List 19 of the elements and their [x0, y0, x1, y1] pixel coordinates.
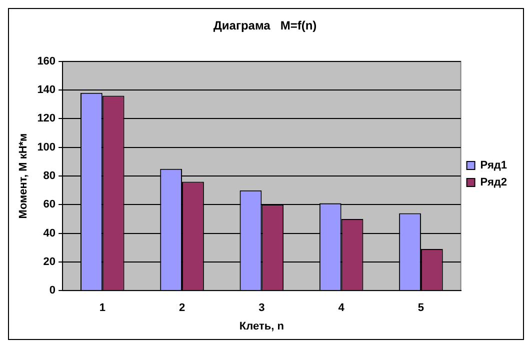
y-tick-label: 160 [37, 55, 56, 68]
legend-label: Ряд2 [480, 176, 508, 189]
x-axis-title: Клеть, n [239, 320, 284, 332]
x-tick-label: 2 [178, 302, 186, 314]
x-tick-label: 3 [258, 302, 265, 314]
y-tick-label: 140 [37, 84, 56, 96]
x-tick-label: 4 [338, 302, 346, 314]
x-tick-label: 1 [99, 302, 106, 314]
legend-label: Ряд1 [480, 160, 508, 172]
y-tick-label: 60 [43, 198, 56, 211]
y-axis-title: Момент, М кН*м [18, 133, 30, 219]
y-tick-label: 40 [43, 227, 56, 240]
chart-title: Диаграма M=f(n) [213, 18, 317, 33]
y-tick-label: 0 [49, 284, 56, 297]
x-tick-label: 5 [418, 302, 424, 314]
y-tick-label: 80 [43, 170, 56, 182]
y-tick-label: 100 [37, 141, 56, 154]
y-tick-label: 20 [43, 256, 56, 268]
y-tick-label: 120 [37, 112, 56, 125]
